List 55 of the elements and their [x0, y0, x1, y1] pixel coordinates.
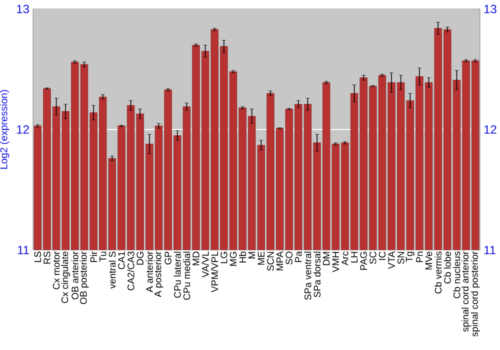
- x-tick-label: Tg: [406, 252, 414, 262]
- y-tick-label: 11: [18, 246, 29, 254]
- y-axis-title: Log2 (expression): [0, 90, 10, 169]
- x-tick-label: spinal cord posterior: [470, 251, 480, 336]
- x-tick-label: IC: [378, 252, 386, 260]
- x-tick-label: MG: [230, 252, 237, 266]
- x-tick-label: CA2/CA3: [127, 252, 134, 290]
- x-tick-label: CPu lateral: [174, 252, 181, 298]
- y2-tick-label: 11: [484, 246, 496, 254]
- x-tick-label: ME: [258, 252, 264, 265]
- x-tick-label: RS: [44, 252, 50, 264]
- x-tick-label: SN: [397, 252, 404, 264]
- x-tick-label: VA/VL: [202, 251, 209, 278]
- x-tick-label: Cx motor: [52, 251, 60, 290]
- x-tick-label: VPM/VPL: [211, 252, 218, 292]
- x-tick-label: M: [248, 252, 256, 258]
- x-tick-label: Pa: [295, 251, 302, 262]
- x-tick-label: A posterior: [154, 251, 164, 298]
- x-tick-label: PAG: [360, 252, 367, 270]
- y2-tick-label: 12: [484, 125, 496, 134]
- x-tick-label: SO: [286, 252, 292, 264]
- x-tick-label: SPa ventral: [304, 252, 312, 300]
- x-tick-label: OB anterior: [71, 251, 78, 300]
- y2-tick-label: 13: [484, 4, 496, 14]
- y-tick-label: 12: [17, 125, 29, 134]
- x-tick-label: Pir: [90, 251, 97, 262]
- x-tick-label: Tu: [100, 252, 106, 262]
- x-tick-label: Cb lobe: [444, 252, 451, 284]
- x-tick-label: VMH: [332, 252, 339, 272]
- x-tick-label: Pn: [416, 252, 423, 262]
- x-tick-label: VTA: [388, 251, 395, 269]
- x-tick-label: Cb vermis: [434, 252, 442, 294]
- x-tick-label: LS: [34, 252, 42, 262]
- x-tick-label: Arc: [342, 251, 348, 266]
- y-tick-label: 13: [17, 4, 29, 14]
- x-tick-label: MVe: [425, 252, 432, 270]
- x-tick-label: MPA: [276, 251, 284, 270]
- x-tick-label: MD: [192, 252, 200, 266]
- x-tick-label: DM: [323, 252, 330, 266]
- x-tick-label: DG: [136, 252, 144, 265]
- x-tick-label: OB posterior: [80, 251, 89, 304]
- x-tick-label: ventral S: [108, 252, 116, 289]
- x-tick-label: Cx cingulate: [61, 252, 70, 303]
- x-tick-label: GP: [164, 252, 172, 264]
- x-tick-label: SCN: [267, 252, 274, 271]
- x-tick-label: SPa dorsal: [314, 252, 321, 298]
- x-tick-label: LG: [220, 252, 228, 264]
- x-tick-label: LH: [351, 252, 358, 263]
- x-tick-label: Cb nucleus: [453, 252, 460, 298]
- x-tick-label: CA1: [118, 252, 125, 270]
- x-tick-label: CPu medial: [183, 252, 190, 300]
- x-tick-label: SC: [370, 252, 376, 264]
- x-tick-label: Hb: [239, 252, 246, 263]
- x-tick-label: A anterior: [146, 251, 153, 292]
- x-tick-label: spinal cord anterior: [462, 251, 470, 332]
